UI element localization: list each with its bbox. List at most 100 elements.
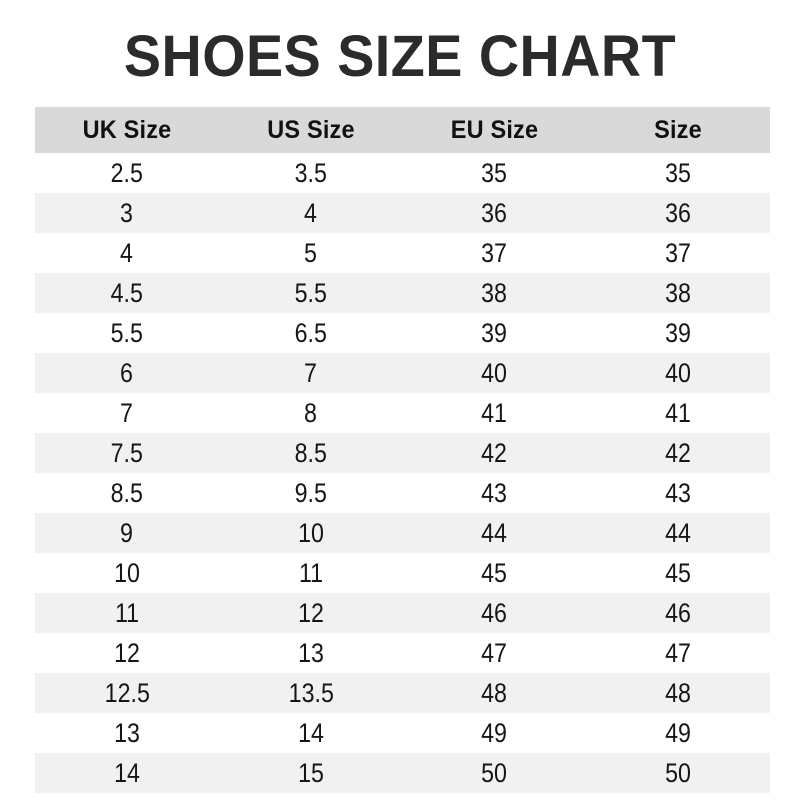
table-cell-value: 11 <box>114 598 140 628</box>
table-row: 11 12 46 46 <box>35 593 770 633</box>
table-cell-value: 38 <box>481 278 508 308</box>
table-row: 5.5 6.5 39 39 <box>35 313 770 353</box>
shoe-size-table: UK Size US Size EU Size Size 2.5 3.5 35 35 3… <box>35 107 770 793</box>
table-cell-uk: 12 <box>35 633 219 673</box>
table-row: 6 7 40 40 <box>35 353 770 393</box>
table-cell-value: 35 <box>665 158 691 188</box>
table-row: 9 10 44 44 <box>35 513 770 553</box>
table-cell-us: 13 <box>219 633 403 673</box>
table-cell-size: 49 <box>586 713 770 753</box>
table-cell-value: 49 <box>665 718 691 748</box>
table-row: 10 11 45 45 <box>35 553 770 593</box>
column-header-uk-size-label: UK Size <box>82 115 172 144</box>
table-cell-value: 10 <box>114 558 140 588</box>
table-cell-eu: 36 <box>403 193 586 233</box>
table-cell-value: 6.5 <box>294 318 328 348</box>
table-cell-size: 47 <box>586 633 770 673</box>
table-row: 2.5 3.5 35 35 <box>35 153 770 193</box>
table-cell-size: 35 <box>586 153 770 193</box>
table-cell-uk: 6 <box>35 353 219 393</box>
table-cell-value: 42 <box>481 438 508 468</box>
table-row: 7.5 8.5 42 42 <box>35 433 770 473</box>
table-row: 4.5 5.5 38 38 <box>35 273 770 313</box>
table-cell-uk: 10 <box>35 553 219 593</box>
column-header-size: Size <box>592 107 765 153</box>
table-cell-eu: 50 <box>403 753 586 793</box>
table-cell-value: 10 <box>298 518 324 548</box>
table-row: 13 14 49 49 <box>35 713 770 753</box>
table-cell-value: 8.5 <box>294 438 328 468</box>
table-cell-value: 39 <box>481 318 508 348</box>
table-row: 14 15 50 50 <box>35 753 770 793</box>
table-cell-eu: 39 <box>403 313 586 353</box>
table-cell-value: 13.5 <box>288 678 334 708</box>
table-cell-uk: 3 <box>35 193 219 233</box>
table-row: 4 5 37 37 <box>35 233 770 273</box>
table-cell-us: 9.5 <box>219 473 403 513</box>
column-header-size-label: Size <box>654 115 702 144</box>
table-cell-uk: 7 <box>35 393 219 433</box>
table-cell-value: 13 <box>298 638 324 668</box>
table-cell-value: 36 <box>481 198 508 228</box>
table-cell-value: 15 <box>298 758 324 788</box>
table-cell-size: 50 <box>586 753 770 793</box>
table-cell-value: 37 <box>665 238 691 268</box>
table-cell-value: 4 <box>304 198 318 228</box>
table-cell-value: 11 <box>298 558 324 588</box>
table-cell-value: 39 <box>665 318 691 348</box>
column-header-us-size-label: US Size <box>267 115 355 144</box>
table-cell-value: 48 <box>665 678 691 708</box>
table-cell-us: 4 <box>219 193 403 233</box>
table-cell-value: 45 <box>481 558 508 588</box>
table-cell-value: 7 <box>120 398 134 428</box>
table-cell-value: 41 <box>481 398 508 428</box>
table-cell-value: 50 <box>481 758 508 788</box>
table-cell-uk: 4.5 <box>35 273 219 313</box>
table-cell-us: 13.5 <box>219 673 403 713</box>
table-cell-us: 14 <box>219 713 403 753</box>
table-cell-size: 46 <box>586 593 770 633</box>
table-cell-us: 5 <box>219 233 403 273</box>
table-cell-eu: 40 <box>403 353 586 393</box>
table-cell-size: 37 <box>586 233 770 273</box>
table-cell-us: 11 <box>219 553 403 593</box>
table-cell-size: 40 <box>586 353 770 393</box>
table-cell-size: 38 <box>586 273 770 313</box>
table-cell-value: 3.5 <box>294 158 328 188</box>
table-cell-eu: 45 <box>403 553 586 593</box>
table-cell-value: 45 <box>665 558 691 588</box>
table-cell-us: 6.5 <box>219 313 403 353</box>
table-cell-value: 44 <box>481 518 508 548</box>
table-cell-value: 14 <box>298 718 324 748</box>
table-cell-size: 43 <box>586 473 770 513</box>
table-cell-value: 40 <box>481 358 508 388</box>
table-row: 8.5 9.5 43 43 <box>35 473 770 513</box>
table-cell-size: 36 <box>586 193 770 233</box>
table-cell-value: 8.5 <box>110 478 144 508</box>
table-cell-value: 5 <box>304 238 318 268</box>
table-cell-value: 47 <box>665 638 691 668</box>
table-cell-size: 42 <box>586 433 770 473</box>
table-cell-us: 5.5 <box>219 273 403 313</box>
table-cell-uk: 2.5 <box>35 153 219 193</box>
table-cell-value: 49 <box>481 718 508 748</box>
table-cell-eu: 42 <box>403 433 586 473</box>
table-cell-value: 37 <box>481 238 508 268</box>
table-cell-eu: 49 <box>403 713 586 753</box>
table-cell-us: 12 <box>219 593 403 633</box>
table-header: UK Size US Size EU Size Size <box>35 107 770 153</box>
column-header-uk-size: UK Size <box>41 107 214 153</box>
table-cell-uk: 5.5 <box>35 313 219 353</box>
table-row: 7 8 41 41 <box>35 393 770 433</box>
table-cell-value: 46 <box>665 598 691 628</box>
table-cell-value: 12 <box>298 598 324 628</box>
table-cell-value: 46 <box>481 598 508 628</box>
table-cell-eu: 37 <box>403 233 586 273</box>
table-cell-uk: 4 <box>35 233 219 273</box>
table-cell-us: 8 <box>219 393 403 433</box>
table-cell-value: 5.5 <box>110 318 144 348</box>
table-cell-us: 8.5 <box>219 433 403 473</box>
table-cell-us: 15 <box>219 753 403 793</box>
table-cell-value: 4.5 <box>110 278 144 308</box>
table-cell-value: 7 <box>304 358 318 388</box>
